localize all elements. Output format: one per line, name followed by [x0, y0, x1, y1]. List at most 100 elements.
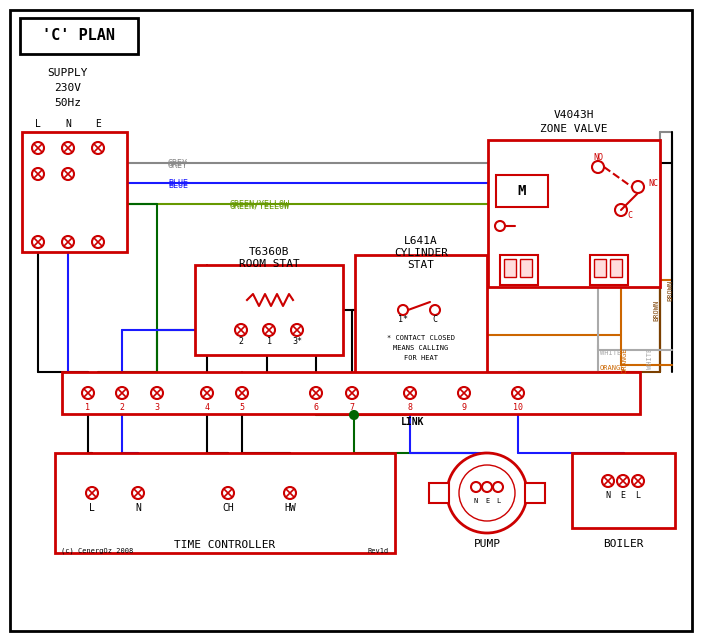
Text: 50Hz: 50Hz [55, 98, 81, 108]
Bar [594, 259, 606, 277]
Circle shape [32, 168, 44, 180]
Circle shape [235, 324, 247, 336]
Text: WHITE: WHITE [647, 347, 653, 369]
Bar [610, 259, 622, 277]
Bar [496, 175, 548, 207]
Text: GREY: GREY [168, 158, 188, 167]
Text: E: E [621, 492, 625, 501]
Bar [590, 255, 628, 285]
Bar [22, 132, 127, 252]
Bar [504, 259, 516, 277]
Text: 7: 7 [350, 403, 355, 412]
Circle shape [86, 487, 98, 499]
Circle shape [430, 305, 440, 315]
Text: M: M [518, 184, 526, 198]
Text: C: C [432, 315, 437, 324]
Text: 230V: 230V [55, 83, 81, 93]
Circle shape [92, 142, 104, 154]
Text: Rev1d: Rev1d [368, 548, 389, 554]
Circle shape [263, 324, 275, 336]
Text: BLUE: BLUE [168, 178, 188, 188]
Circle shape [291, 324, 303, 336]
Text: 6: 6 [314, 403, 319, 412]
Bar [55, 453, 395, 553]
Bar [520, 259, 532, 277]
Circle shape [493, 482, 503, 492]
Circle shape [447, 453, 527, 533]
Text: BOILER: BOILER [603, 539, 643, 549]
Text: ORANGE: ORANGE [600, 365, 625, 371]
Text: SUPPLY: SUPPLY [48, 68, 88, 78]
Circle shape [512, 387, 524, 399]
Text: WHITE: WHITE [600, 350, 621, 356]
Text: V4043H: V4043H [554, 110, 595, 120]
Text: BLUE: BLUE [168, 181, 188, 190]
Circle shape [62, 168, 74, 180]
Text: GREEN/YELLOW: GREEN/YELLOW [230, 199, 290, 208]
Text: 9: 9 [461, 403, 467, 412]
Text: N: N [474, 498, 478, 504]
Text: L: L [89, 503, 95, 513]
Bar [62, 372, 640, 414]
Text: TIME CONTROLLER: TIME CONTROLLER [174, 540, 276, 550]
Text: L641A: L641A [404, 236, 438, 246]
Text: 1*: 1* [398, 315, 408, 324]
Circle shape [459, 465, 515, 521]
Circle shape [617, 475, 629, 487]
Circle shape [116, 387, 128, 399]
Text: C: C [628, 210, 633, 219]
Circle shape [632, 475, 644, 487]
Circle shape [222, 487, 234, 499]
Circle shape [495, 221, 505, 231]
Text: CH: CH [222, 503, 234, 513]
Text: (c) CenergOz 2008: (c) CenergOz 2008 [61, 548, 133, 554]
Circle shape [32, 236, 44, 248]
Text: 3*: 3* [292, 338, 302, 347]
Text: GREEN/YELLOW: GREEN/YELLOW [230, 201, 290, 210]
Text: N: N [135, 503, 141, 513]
Text: L: L [35, 119, 41, 129]
Circle shape [632, 181, 644, 193]
Text: 8: 8 [407, 403, 413, 412]
Text: E: E [95, 119, 101, 129]
Circle shape [32, 142, 44, 154]
Text: PUMP: PUMP [474, 539, 501, 549]
Circle shape [284, 487, 296, 499]
Circle shape [62, 236, 74, 248]
Text: 5: 5 [239, 403, 244, 412]
Text: N: N [606, 492, 611, 501]
Circle shape [404, 387, 416, 399]
Text: T6360B: T6360B [249, 247, 289, 257]
Circle shape [201, 387, 213, 399]
Text: BROWN: BROWN [667, 279, 673, 301]
Text: ZONE VALVE: ZONE VALVE [541, 124, 608, 134]
Text: 2: 2 [239, 338, 244, 347]
Circle shape [398, 305, 408, 315]
Circle shape [310, 387, 322, 399]
Bar [195, 265, 343, 355]
Bar [488, 140, 660, 287]
Text: NO: NO [593, 153, 603, 163]
Circle shape [602, 475, 614, 487]
Circle shape [482, 482, 492, 492]
Text: BROWN: BROWN [653, 299, 659, 320]
Bar [572, 453, 675, 528]
Circle shape [151, 387, 163, 399]
Text: CYLINDER: CYLINDER [394, 248, 448, 258]
Circle shape [92, 236, 104, 248]
Text: GREY: GREY [168, 160, 188, 169]
Bar [525, 483, 545, 503]
Text: 3: 3 [154, 403, 159, 412]
Text: 1: 1 [267, 338, 272, 347]
Bar [20, 18, 138, 54]
Bar [500, 255, 538, 285]
Text: L: L [496, 498, 500, 504]
Circle shape [82, 387, 94, 399]
Circle shape [458, 387, 470, 399]
Text: LINK: LINK [402, 417, 425, 427]
Circle shape [236, 387, 248, 399]
Circle shape [62, 142, 74, 154]
Circle shape [350, 411, 358, 419]
Text: 10: 10 [513, 403, 523, 412]
Text: MEANS CALLING: MEANS CALLING [393, 345, 449, 351]
